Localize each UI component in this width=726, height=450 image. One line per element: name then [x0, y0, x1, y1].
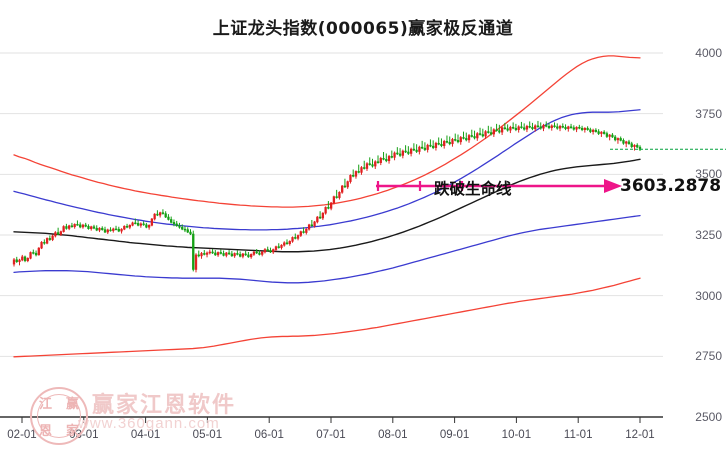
x-axis-tick-label: 04-01 — [130, 429, 161, 441]
channel-line-4 — [13, 277, 641, 358]
watermark-url: www.360gann.com — [78, 415, 220, 432]
watermark-seal-icon: 江赢恩家 — [30, 387, 88, 445]
channel-line-0 — [13, 55, 641, 208]
y-axis-tick-label: 3750 — [695, 106, 722, 121]
y-axis-tick-label: 3500 — [695, 167, 722, 182]
watermark-brand: 赢家江恩软件 — [92, 393, 237, 418]
seal-char: 赢 — [65, 397, 79, 412]
x-axis-tick-label: 05-01 — [192, 429, 223, 441]
channel-line-2 — [13, 158, 641, 253]
y-axis-tick-label: 3000 — [695, 288, 722, 303]
y-axis-tick-label: 2750 — [695, 349, 722, 364]
x-axis-tick-label: 09-01 — [439, 429, 470, 441]
channel-line-3 — [13, 214, 641, 284]
y-axis-tick-label: 4000 — [695, 46, 722, 60]
x-axis-tick-label: 06-01 — [254, 429, 284, 441]
channel-lines — [13, 55, 641, 358]
seal-char: 恩 — [38, 424, 52, 439]
annotation-arrow — [376, 179, 622, 193]
x-axis-tick-label: 10-01 — [501, 429, 532, 441]
channel-line-1 — [13, 109, 641, 231]
annotation-label: 跌破生命线 — [434, 180, 512, 198]
chart-title: 上证龙头指数(000065)赢家极反通道 — [212, 19, 514, 39]
seal-char: 江 — [38, 397, 52, 412]
x-axis-tick-label: 12-01 — [625, 429, 655, 441]
annotation-last-value: 3603.2878 — [620, 176, 722, 196]
x-axis-tick-label: 11-01 — [563, 429, 593, 441]
candlestick-series — [12, 120, 642, 273]
x-axis-tick-label: 02-01 — [7, 429, 37, 441]
gridlines — [0, 52, 663, 418]
seal-char: 家 — [65, 424, 79, 439]
x-axis-tick-label: 07-01 — [316, 429, 346, 441]
y-axis-tick-label: 3250 — [695, 228, 722, 242]
x-axis-tick-label: 08-01 — [378, 429, 408, 441]
y-axis-tick-label: 2500 — [695, 410, 722, 424]
